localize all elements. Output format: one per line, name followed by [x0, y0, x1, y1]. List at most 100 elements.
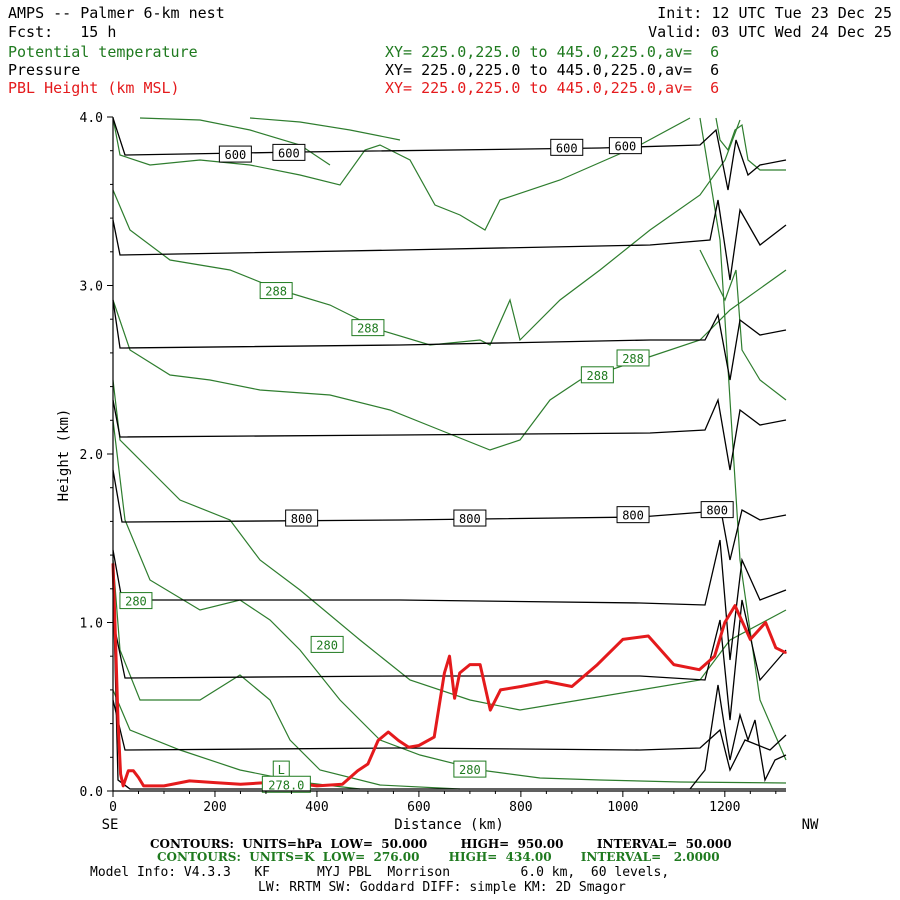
- x-tick-label: 200: [203, 800, 226, 815]
- pbl-height-point: [341, 783, 344, 786]
- pbl-height-series: [111, 562, 787, 788]
- theta-contour-12: [699, 249, 787, 401]
- pbl-height-point: [163, 785, 165, 787]
- pbl-height-point: [127, 769, 130, 772]
- pressure-label: 600: [272, 143, 306, 161]
- x-tick-label: 600: [407, 800, 430, 815]
- pressure-label: 800: [453, 509, 487, 527]
- theta-label-text: L: [278, 763, 285, 777]
- theta-label: L: [272, 760, 290, 778]
- pbl-height-point: [188, 780, 191, 782]
- pressure-contour-5: [112, 469, 787, 561]
- pressure-label-box: [608, 137, 642, 155]
- pressure-label-box: [700, 501, 734, 519]
- pbl-height-point: [734, 604, 736, 607]
- theta-label-text: 280: [459, 763, 481, 777]
- pbl-height-point: [397, 739, 400, 742]
- pressure-label: 800: [285, 509, 319, 527]
- theta-label-text: 280: [316, 638, 338, 652]
- pressure-label-text: 600: [225, 148, 247, 162]
- theta-label-text: 288: [622, 352, 644, 366]
- pbl-height-point: [214, 781, 216, 784]
- init-time: Init: 12 UTC Tue 23 Dec 25: [657, 4, 892, 22]
- pressure-contours: [112, 117, 787, 790]
- theta-label: 280: [119, 592, 153, 610]
- pressure-label-text: 600: [278, 146, 300, 160]
- pbl-height-point: [453, 697, 456, 700]
- pbl-height-point: [418, 744, 420, 747]
- footer-contours-pressure: CONTOURS: UNITS=hPa LOW= 50.000 HIGH= 95…: [150, 837, 732, 851]
- theta-contour-5: [112, 419, 787, 784]
- x-tick-label: 400: [305, 800, 328, 815]
- pressure-label-box: [453, 509, 487, 527]
- pressure-label: 600: [218, 145, 252, 163]
- pbl-height-point: [137, 776, 140, 779]
- pbl-height-point: [316, 785, 318, 787]
- theta-contour-7: [112, 689, 361, 790]
- pbl-height-point: [545, 680, 548, 683]
- pressure-label-text: 800: [706, 504, 728, 518]
- pbl-height-point: [596, 663, 599, 666]
- contour-labels: 600 600 600 600 800 800 800 800 288 288 288 288 280 2…: [119, 137, 734, 793]
- pbl-height-point: [433, 736, 436, 738]
- y-axis-label: Height (km): [56, 409, 72, 502]
- pbl-height-point: [764, 621, 767, 624]
- theta-label-text: 288: [265, 285, 287, 299]
- pbl-height-point: [387, 731, 390, 733]
- pressure-label-box: [218, 145, 252, 163]
- theta-label-text: 288: [587, 369, 609, 383]
- pressure-label-text: 800: [622, 509, 644, 523]
- x-tick-label: 1200: [709, 800, 740, 815]
- pressure-contour-1: [112, 117, 787, 191]
- pbl-height-point: [122, 785, 124, 787]
- pressure-contour-2: [112, 199, 787, 281]
- pbl-height-point: [367, 763, 369, 765]
- theta-label: 288: [259, 282, 293, 300]
- x-end-label-right: NW: [802, 817, 819, 833]
- x-tick-label: 0: [109, 800, 117, 815]
- pbl-height-point: [698, 668, 701, 671]
- theta-label-box: [453, 760, 487, 778]
- pbl-height-point: [132, 769, 135, 772]
- pbl-height-point: [407, 746, 410, 748]
- pressure-contour-10: [689, 684, 787, 790]
- pressure-contour-9: [112, 579, 786, 790]
- y-tick-label: 4.0: [80, 111, 103, 126]
- theta-contour-1: [112, 117, 691, 231]
- pbl-height-point: [142, 785, 145, 787]
- pbl-height-point: [724, 621, 726, 624]
- pbl-height-point: [571, 685, 573, 688]
- theta-label-box: [261, 775, 311, 793]
- theta-label-box: [259, 282, 293, 300]
- theta-label-text: 278.0: [268, 778, 304, 792]
- pressure-label-box: [550, 138, 584, 156]
- pbl-height-point: [499, 689, 502, 691]
- pbl-height-line: [111, 563, 787, 788]
- theta-label: 280: [453, 760, 487, 778]
- theta-label-box: [119, 592, 153, 610]
- pressure-label-text: 800: [291, 512, 313, 526]
- theta-contours: [112, 117, 787, 790]
- pbl-height-point: [152, 785, 155, 787]
- pbl-height-point: [520, 685, 522, 688]
- footer-model-info: Model Info: V4.3.3 KF MYJ PBL Morrison 6…: [90, 865, 670, 880]
- pbl-height-point: [377, 739, 379, 742]
- theta-contour-9: [249, 117, 401, 141]
- pressure-label-box: [616, 506, 650, 524]
- axes: 0.0 1.0 2.0 3.0 4.0 0 200 400 600 800 1000 1200: [80, 111, 786, 815]
- x-axis-label: Distance (km): [394, 817, 504, 833]
- theta-label: 288: [616, 349, 650, 367]
- pressure-label: 600: [608, 137, 642, 155]
- pbl-height-point: [443, 672, 446, 674]
- pressure-label-text: 600: [615, 140, 637, 154]
- pressure-label: 600: [550, 138, 584, 156]
- pbl-height-point: [469, 663, 471, 666]
- y-tick-label: 2.0: [80, 448, 103, 463]
- pbl-height-point: [239, 783, 242, 786]
- pbl-height-point: [785, 652, 787, 654]
- field-xy-theta: XY= 225.0,225.0 to 445.0,225.0,av= 6: [385, 43, 720, 61]
- theta-label-box: [616, 349, 650, 367]
- field-name-theta: Potential temperature: [8, 43, 198, 61]
- pbl-height-point: [119, 773, 122, 775]
